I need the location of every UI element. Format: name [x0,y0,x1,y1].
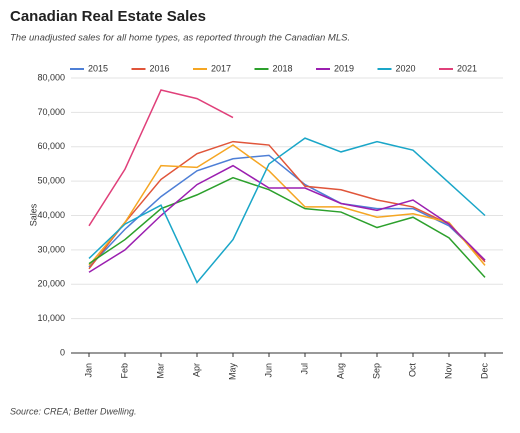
y-axis-label: Sales [28,203,38,226]
legend-label: 2018 [273,63,293,73]
x-tick-label: May [227,363,237,381]
legend-label: 2015 [88,63,108,73]
series-line [88,140,486,270]
source: Source: CREA; Better Dwelling. [10,406,137,416]
series-line [88,176,486,278]
chart-subtitle: The unadjusted sales for all home types,… [10,33,350,44]
y-tick-label: 70,000 [37,107,65,117]
chart-title: Canadian Real Estate Sales [10,8,206,25]
y-tick-label: 40,000 [37,210,65,220]
y-tick-label: 10,000 [37,313,65,323]
x-tick-label: Sep [371,363,381,379]
series-line [88,89,234,227]
y-tick-label: 20,000 [37,279,65,289]
x-tick-label: Jun [263,363,273,378]
x-tick-label: Aug [335,363,345,379]
y-tick-label: 50,000 [37,176,65,186]
series-line [88,144,486,266]
series-line [88,154,486,268]
x-tick-label: Apr [191,363,201,377]
y-tick-label: 0 [60,347,65,357]
x-tick-label: Nov [443,363,453,380]
legend-label: 2017 [211,63,231,73]
x-tick-label: Mar [155,363,165,379]
y-tick-label: 60,000 [37,141,65,151]
x-tick-label: Jul [299,363,309,375]
y-tick-label: 30,000 [37,244,65,254]
legend-label: 2021 [457,63,477,73]
x-tick-label: Oct [407,363,417,378]
x-tick-label: Jan [83,363,93,378]
legend-label: 2020 [396,63,416,73]
y-tick-label: 80,000 [37,72,65,82]
legend-label: 2019 [334,63,354,73]
series-line [88,137,486,284]
x-tick-label: Dec [479,363,489,380]
x-tick-label: Feb [119,363,129,379]
series-line [88,164,486,273]
legend-label: 2016 [150,63,170,73]
